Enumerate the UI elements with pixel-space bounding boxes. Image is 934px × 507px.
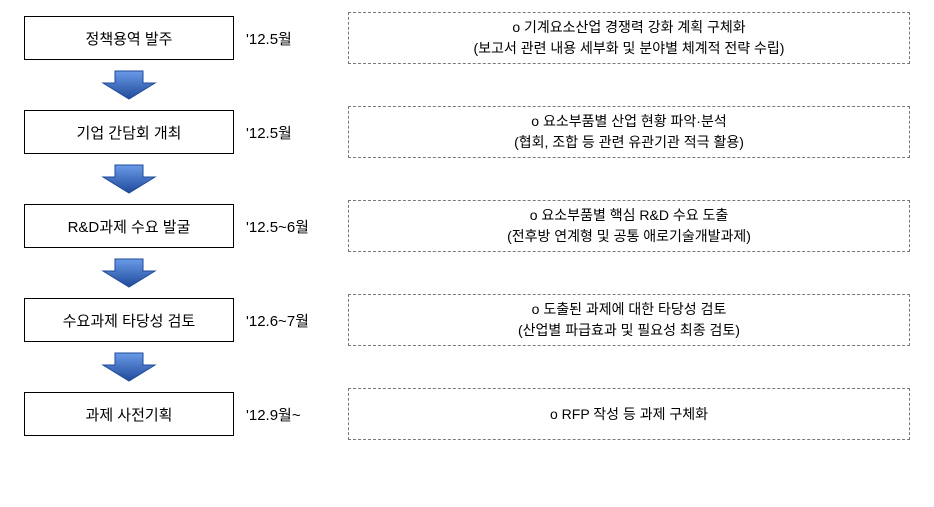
desc-box-2: o 요소부품별 산업 현황 파악·분석 (협회, 조합 등 관련 유관기관 적극… <box>348 106 910 158</box>
desc-box-4: o 도출된 과제에 대한 타당성 검토 (산업별 파급효과 및 필요성 최종 검… <box>348 294 910 346</box>
date-label-1: '12.5월 <box>246 28 336 49</box>
desc-line: (전후방 연계형 및 공통 애로기술개발과제) <box>507 226 751 247</box>
step-box-2: 기업 간담회 개최 <box>24 110 234 154</box>
arrow-row-4 <box>24 346 910 388</box>
down-arrow-icon <box>24 64 234 106</box>
desc-line: o 요소부품별 핵심 R&D 수요 도출 <box>530 205 728 226</box>
flow-row-1: 정책용역 발주 '12.5월 o 기계요소산업 경쟁력 강화 계획 구체화 (보… <box>24 12 910 64</box>
date-label-5: '12.9월~ <box>246 404 336 425</box>
step-title: 기업 간담회 개최 <box>77 122 182 143</box>
step-box-1: 정책용역 발주 <box>24 16 234 60</box>
date-label-2: '12.5월 <box>246 122 336 143</box>
step-box-4: 수요과제 타당성 검토 <box>24 298 234 342</box>
desc-line: o 도출된 과제에 대한 타당성 검토 <box>532 299 727 320</box>
desc-line: o RFP 작성 등 과제 구체화 <box>550 404 708 425</box>
step-title: R&D과제 수요 발굴 <box>68 216 191 237</box>
step-title: 수요과제 타당성 검토 <box>63 310 196 331</box>
arrow-row-2 <box>24 158 910 200</box>
step-title: 정책용역 발주 <box>86 28 173 49</box>
desc-box-3: o 요소부품별 핵심 R&D 수요 도출 (전후방 연계형 및 공통 애로기술개… <box>348 200 910 252</box>
down-arrow-icon <box>24 252 234 294</box>
step-box-3: R&D과제 수요 발굴 <box>24 204 234 248</box>
flow-row-2: 기업 간담회 개최 '12.5월 o 요소부품별 산업 현황 파악·분석 (협회… <box>24 106 910 158</box>
flow-row-3: R&D과제 수요 발굴 '12.5~6월 o 요소부품별 핵심 R&D 수요 도… <box>24 200 910 252</box>
desc-box-5: o RFP 작성 등 과제 구체화 <box>348 388 910 440</box>
down-arrow-icon <box>24 158 234 200</box>
step-title: 과제 사전기획 <box>86 404 173 425</box>
date-label-3: '12.5~6월 <box>246 216 336 237</box>
flow-row-4: 수요과제 타당성 검토 '12.6~7월 o 도출된 과제에 대한 타당성 검토… <box>24 294 910 346</box>
desc-box-1: o 기계요소산업 경쟁력 강화 계획 구체화 (보고서 관련 내용 세부화 및 … <box>348 12 910 64</box>
step-box-5: 과제 사전기획 <box>24 392 234 436</box>
arrow-row-1 <box>24 64 910 106</box>
desc-line: (산업별 파급효과 및 필요성 최종 검토) <box>518 320 740 341</box>
down-arrow-icon <box>24 346 234 388</box>
arrow-row-3 <box>24 252 910 294</box>
desc-line: (보고서 관련 내용 세부화 및 분야별 체계적 전략 수립) <box>474 38 785 59</box>
date-label-4: '12.6~7월 <box>246 310 336 331</box>
flow-row-5: 과제 사전기획 '12.9월~ o RFP 작성 등 과제 구체화 <box>24 388 910 440</box>
desc-line: o 요소부품별 산업 현황 파악·분석 <box>531 111 726 132</box>
desc-line: o 기계요소산업 경쟁력 강화 계획 구체화 <box>512 17 745 38</box>
desc-line: (협회, 조합 등 관련 유관기관 적극 활용) <box>514 132 744 153</box>
